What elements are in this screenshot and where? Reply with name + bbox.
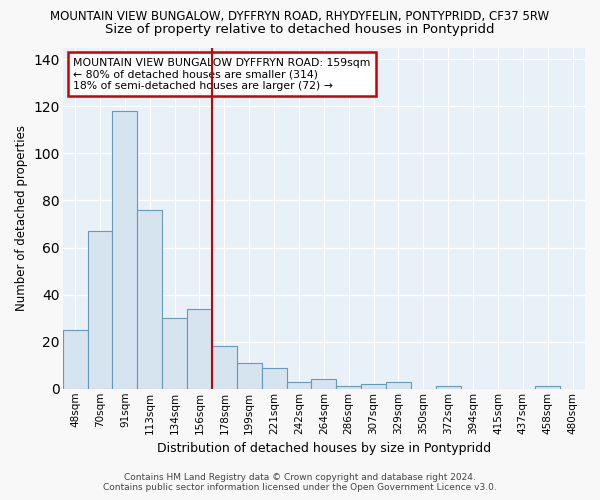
Bar: [436, 386, 461, 389]
Text: MOUNTAIN VIEW BUNGALOW, DYFFRYN ROAD, RHYDYFELIN, PONTYPRIDD, CF37 5RW: MOUNTAIN VIEW BUNGALOW, DYFFRYN ROAD, RH…: [50, 10, 550, 23]
Bar: [361, 384, 386, 389]
Text: Size of property relative to detached houses in Pontypridd: Size of property relative to detached ho…: [105, 22, 495, 36]
Text: MOUNTAIN VIEW BUNGALOW DYFFRYN ROAD: 159sqm
← 80% of detached houses are smaller: MOUNTAIN VIEW BUNGALOW DYFFRYN ROAD: 159…: [73, 58, 371, 91]
Bar: [187, 308, 212, 389]
Bar: [137, 210, 162, 389]
Bar: [287, 382, 311, 389]
Bar: [88, 231, 112, 389]
Bar: [162, 318, 187, 389]
Bar: [237, 363, 262, 389]
X-axis label: Distribution of detached houses by size in Pontypridd: Distribution of detached houses by size …: [157, 442, 491, 455]
Bar: [112, 111, 137, 389]
Bar: [535, 386, 560, 389]
Bar: [262, 368, 287, 389]
Bar: [212, 346, 237, 389]
Bar: [386, 382, 411, 389]
Bar: [63, 330, 88, 389]
Bar: [336, 386, 361, 389]
Bar: [311, 380, 336, 389]
Y-axis label: Number of detached properties: Number of detached properties: [15, 125, 28, 311]
Text: Contains HM Land Registry data © Crown copyright and database right 2024.
Contai: Contains HM Land Registry data © Crown c…: [103, 473, 497, 492]
